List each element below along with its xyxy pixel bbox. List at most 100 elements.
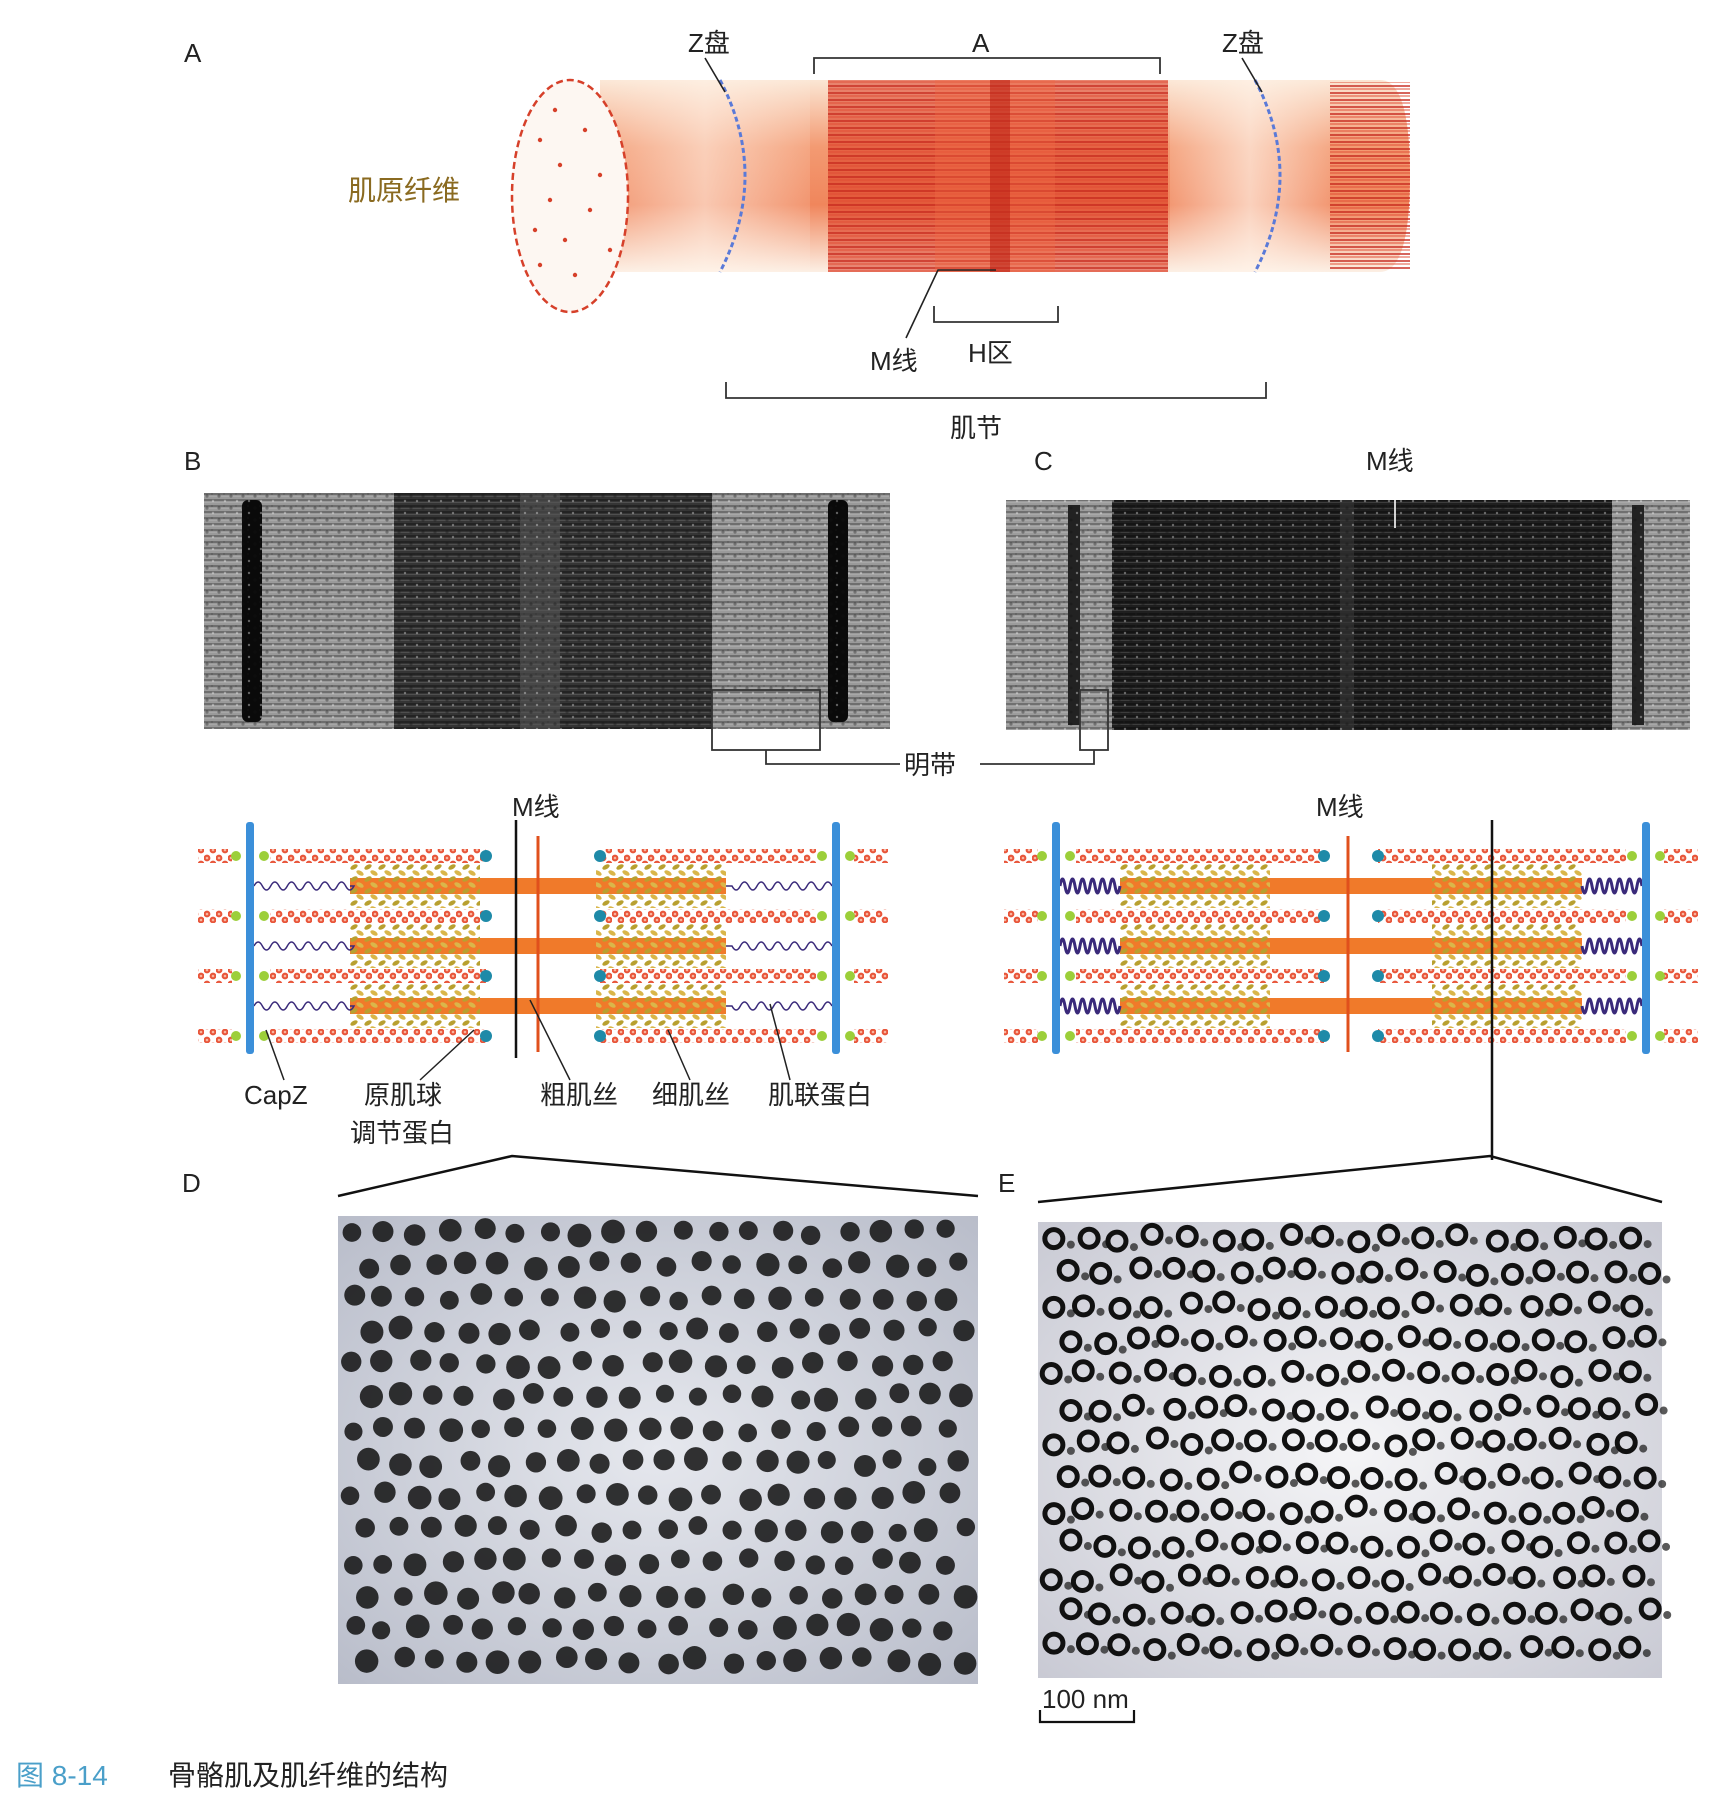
- thick-filament-dot: [902, 1480, 926, 1504]
- capz-cap: [1065, 851, 1075, 861]
- thick-filament-dot: [757, 1321, 778, 1342]
- thin-filament-dot: [1185, 1615, 1194, 1624]
- z-disc-label-right: Z盘: [1222, 28, 1264, 58]
- thick-filament-ring: [1109, 1563, 1133, 1587]
- thick-filament-dot: [567, 1223, 592, 1248]
- thick-filament-ring: [1059, 1330, 1083, 1354]
- thick-filament-dot: [673, 1220, 693, 1240]
- thick-filament-ring: [1314, 1429, 1338, 1453]
- thick-filament-dot: [405, 1614, 430, 1639]
- thick-filament-ring: [1347, 1428, 1371, 1452]
- thick-filament-ring: [1633, 1466, 1657, 1490]
- thick-filament-dot: [884, 1585, 904, 1605]
- thin-filament: [600, 969, 816, 983]
- thick-filament-ring: [1070, 1569, 1094, 1593]
- thick-filament-ring: [1482, 1429, 1506, 1453]
- thick-filament-ring: [1094, 1332, 1118, 1356]
- thin-filament-dot: [1369, 1508, 1378, 1517]
- thin-filament-dot: [1249, 1338, 1258, 1347]
- thick-filament-ring: [1515, 1228, 1539, 1252]
- capz-cap: [1065, 971, 1075, 981]
- capz-cap: [1065, 1031, 1075, 1041]
- thick-filament-dot: [756, 1253, 780, 1277]
- thin-filament-dot: [1606, 1509, 1615, 1518]
- thick-filament-ring: [1531, 1328, 1555, 1352]
- thick-filament-dot: [492, 1581, 515, 1604]
- thin-filament-dot: [1204, 1446, 1213, 1455]
- thick-filament-dot: [457, 1587, 480, 1610]
- thin-filament-dot: [1538, 1441, 1547, 1450]
- m-line-label-c: M线: [1366, 446, 1414, 476]
- capz-cap: [817, 1031, 827, 1041]
- thin-filament-dot: [1543, 1515, 1552, 1524]
- thin-filament-dot: [1288, 1342, 1297, 1351]
- thick-filament-dot: [882, 1449, 902, 1469]
- capz-cap: [1655, 911, 1665, 921]
- thin-filament-dot: [1134, 1576, 1143, 1585]
- titin-spring: [1580, 877, 1644, 895]
- thick-filament-dot: [372, 1621, 391, 1640]
- thin-filament-dot: [1401, 1237, 1410, 1246]
- thick-filament-ring: [1230, 1601, 1254, 1625]
- thick-filament-dot: [426, 1254, 448, 1275]
- thick-filament-ring: [1360, 1535, 1384, 1559]
- thin-filament-dot: [1184, 1481, 1193, 1490]
- thick-filament-dot: [854, 1454, 876, 1477]
- thick-filament-dot: [917, 1258, 937, 1278]
- thin-filament-dot: [1248, 1407, 1257, 1416]
- thick-filament-ring: [1230, 1261, 1254, 1285]
- titin-spring: [726, 1001, 833, 1011]
- thick-filament-dot: [573, 1286, 597, 1309]
- thick-filament-ring: [1211, 1428, 1235, 1452]
- capz-cap: [259, 971, 269, 981]
- thick-filament-dot: [701, 1285, 722, 1306]
- thick-filament-ring: [1567, 1397, 1591, 1421]
- thick-filament-dot: [888, 1523, 907, 1542]
- thick-filament-ring: [1126, 1326, 1150, 1350]
- thick-filament-ring: [1329, 1602, 1353, 1626]
- thin-filament-dot: [1527, 1615, 1536, 1624]
- thin-filament-dot: [1255, 1274, 1264, 1283]
- thick-filament-dot: [684, 1587, 706, 1609]
- actin-stub: [1664, 1029, 1698, 1043]
- thin-filament-dot: [1592, 1410, 1601, 1419]
- thick-filament-ring: [1584, 1227, 1608, 1251]
- actin-stub: [198, 909, 232, 923]
- thin-filament-dot: [1083, 1542, 1092, 1551]
- thin-filament-dot: [1234, 1511, 1243, 1520]
- thick-filament-dot: [553, 1386, 574, 1407]
- a-band-label: A: [972, 28, 990, 58]
- myofibril-label: 肌原纤维: [348, 174, 460, 207]
- thick-filament-ring: [1310, 1633, 1334, 1657]
- thick-filament-ring: [1243, 1365, 1267, 1389]
- titin-spring: [726, 881, 833, 891]
- thick-filament-ring: [1597, 1397, 1621, 1421]
- thick-filament-dot: [373, 1554, 393, 1574]
- thin-filament-dot: [1486, 1546, 1495, 1555]
- thin-filament-label: 细肌丝: [652, 1081, 730, 1111]
- thin-filament: [1076, 1029, 1324, 1043]
- thick-filament-ring: [1177, 1563, 1201, 1587]
- thick-filament-ring: [1376, 1296, 1400, 1320]
- thick-filament-dot: [885, 1254, 910, 1278]
- thin-filament-dot: [1640, 1512, 1649, 1521]
- tropomodulin-cap: [594, 1030, 606, 1042]
- thick-filament-dot: [420, 1516, 442, 1538]
- thick-filament-dot: [869, 1618, 894, 1642]
- actin-stub: [1664, 909, 1698, 923]
- thick-filament-ring: [1549, 1292, 1573, 1316]
- thick-filament-dot: [439, 1353, 459, 1373]
- thick-filament-dot: [519, 1519, 540, 1540]
- thin-filament-dot: [1081, 1478, 1090, 1487]
- thin-filament: [270, 849, 486, 863]
- z-disc: [1642, 822, 1650, 1054]
- thick-filament-ring: [1604, 1531, 1628, 1555]
- thin-filament-dot: [1588, 1343, 1597, 1352]
- thick-filament-dot: [574, 1549, 594, 1569]
- thin-filament-dot: [1215, 1342, 1224, 1351]
- thick-filament-dot: [688, 1387, 707, 1406]
- thick-filament-ring: [1042, 1502, 1066, 1526]
- thin-filament-dot: [1186, 1549, 1195, 1558]
- a-band-bracket: [813, 57, 1161, 74]
